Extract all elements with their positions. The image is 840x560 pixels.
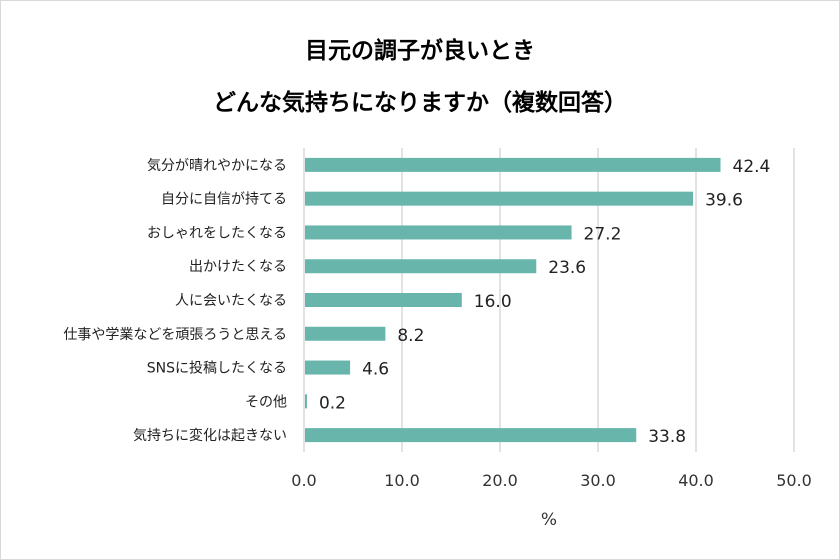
category-label: 人に会いたくなる: [175, 293, 287, 309]
category-label: おしゃれをしたくなる: [147, 225, 287, 241]
x-tick-label: 50.0: [776, 471, 812, 490]
category-label: 自分に自信が持てる: [161, 192, 287, 208]
data-label: 33.8: [648, 427, 686, 447]
x-tick-label: 30.0: [580, 471, 616, 490]
category-label: SNSに投稿したくなる: [147, 361, 287, 377]
category-label: 気分が晴れやかになる: [147, 158, 287, 174]
x-tick-label: 20.0: [482, 471, 518, 490]
bar: [305, 293, 462, 307]
x-tick-label: 10.0: [384, 471, 420, 490]
data-label: 8.2: [397, 326, 424, 346]
category-label: その他: [245, 394, 287, 410]
bar: [305, 394, 307, 409]
chart-title-line-2: どんな気持ちになりますか（複数回答）: [213, 90, 627, 116]
bar: [305, 360, 351, 375]
bar: [305, 225, 572, 240]
bar: [305, 428, 637, 443]
category-label: 仕事や学業などを頑張ろうと思える: [63, 327, 287, 343]
data-label: 42.4: [733, 157, 771, 177]
bar: [305, 326, 386, 341]
x-tick-label: 0.0: [291, 471, 316, 490]
x-tick-label: 40.0: [678, 471, 714, 490]
bar: [305, 157, 721, 172]
bar: [305, 259, 537, 274]
category-label: 気持ちに変化は起きない: [133, 427, 287, 444]
data-label: 0.2: [319, 393, 346, 413]
data-label: 39.6: [705, 191, 743, 211]
data-label: 16.0: [474, 292, 512, 312]
chart-title-line-1: 目元の調子が良いとき: [305, 38, 535, 64]
data-label: 4.6: [362, 360, 389, 380]
x-axis-label: %: [541, 510, 557, 530]
data-label: 23.6: [548, 258, 586, 278]
category-label: 出かけたくなる: [189, 259, 287, 275]
data-label: 27.2: [584, 224, 622, 244]
bar: [305, 191, 694, 206]
